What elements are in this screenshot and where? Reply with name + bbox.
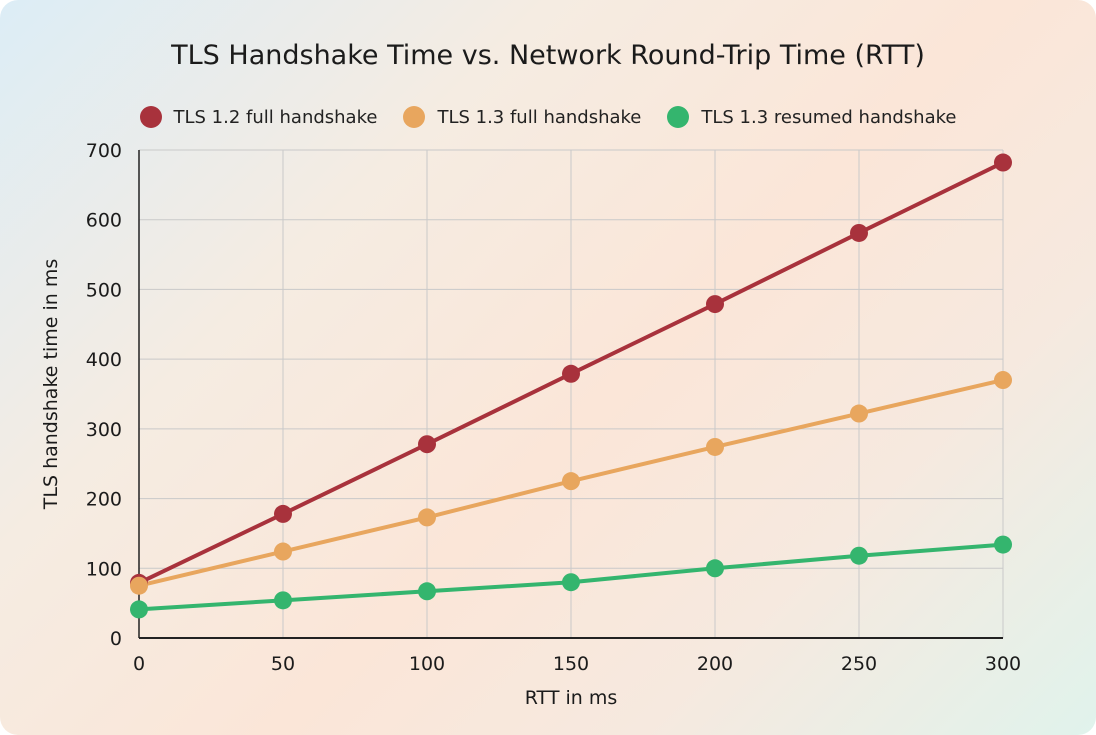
- data-point: [850, 404, 868, 423]
- data-point: [706, 295, 724, 314]
- data-point: [418, 582, 436, 601]
- legend-label: TLS 1.3 resumed handshake: [701, 106, 957, 128]
- data-point: [706, 437, 724, 456]
- data-point: [562, 472, 580, 491]
- y-tick-label: 300: [86, 419, 122, 441]
- data-point: [130, 576, 148, 595]
- x-tick-label: 50: [271, 653, 295, 675]
- legend-marker: [667, 106, 690, 128]
- x-axis-label: RTT in ms: [525, 687, 618, 709]
- y-tick-label: 100: [86, 558, 122, 580]
- legend-item-tls13-resumed: TLS 1.3 resumed handshake: [667, 106, 956, 128]
- y-axis-label: TLS handshake time in ms: [40, 259, 62, 510]
- y-tick-label: 600: [86, 210, 122, 232]
- y-tick-label: 400: [86, 349, 122, 371]
- legend-marker: [139, 106, 162, 128]
- data-point: [562, 573, 580, 592]
- data-point: [994, 371, 1012, 390]
- legend-marker: [403, 106, 426, 128]
- data-point: [850, 223, 868, 242]
- y-tick-label: 500: [86, 279, 122, 301]
- x-tick-label: 300: [985, 653, 1021, 675]
- data-point: [130, 600, 148, 619]
- y-tick-label: 200: [86, 489, 122, 511]
- data-point: [418, 508, 436, 527]
- legend-label: TLS 1.2 full handshake: [173, 106, 378, 128]
- y-tick-label: 0: [110, 628, 122, 650]
- x-tick-label: 200: [697, 653, 733, 675]
- data-point: [994, 535, 1012, 554]
- data-point: [274, 542, 292, 561]
- legend-item-tls12: TLS 1.2 full handshake: [139, 106, 378, 128]
- legend-label: TLS 1.3 full handshake: [437, 106, 642, 128]
- legend: TLS 1.2 full handshake TLS 1.3 full hand…: [0, 106, 1096, 128]
- x-tick-label: 150: [553, 653, 589, 675]
- data-point: [418, 435, 436, 454]
- y-tick-label: 700: [86, 140, 122, 162]
- data-point: [994, 153, 1012, 172]
- data-point: [274, 504, 292, 523]
- data-point: [274, 591, 292, 610]
- data-point: [562, 364, 580, 383]
- chart-title: TLS Handshake Time vs. Network Round-Tri…: [171, 40, 925, 71]
- data-point: [706, 559, 724, 578]
- x-tick-label: 100: [409, 653, 445, 675]
- x-tick-label: 0: [133, 653, 145, 675]
- x-tick-label: 250: [841, 653, 877, 675]
- data-point: [850, 546, 868, 565]
- legend-item-tls13-full: TLS 1.3 full handshake: [403, 106, 641, 128]
